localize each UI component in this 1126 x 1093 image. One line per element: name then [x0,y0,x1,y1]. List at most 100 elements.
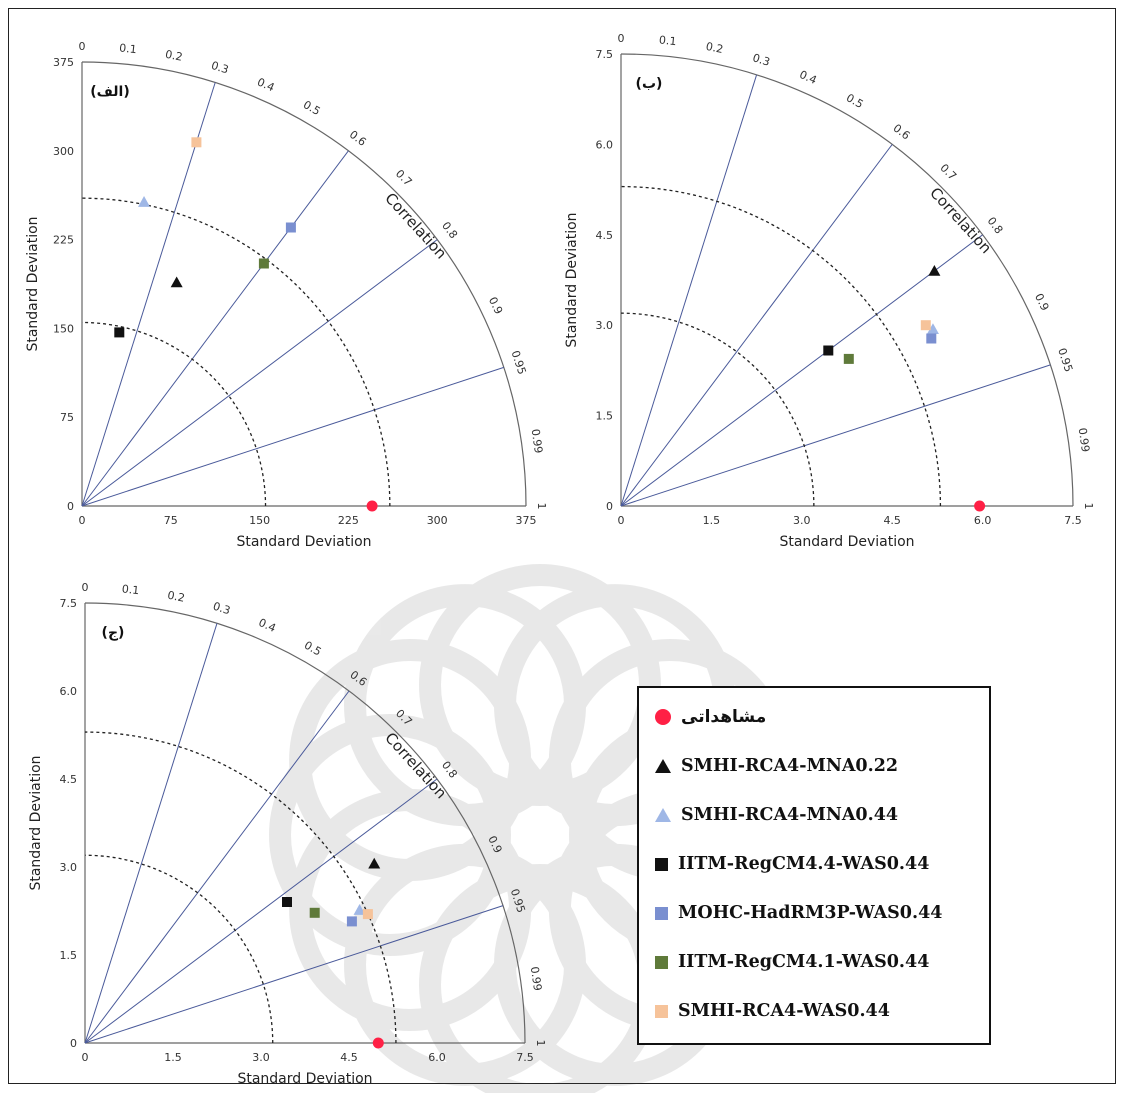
std-arc [81,197,391,507]
point-observed [372,1037,384,1049]
std-arc [84,731,397,1044]
correlation-tick-label: 0.4 [255,75,276,94]
correlation-tick-label: 0.2 [705,40,725,56]
point-IITM-RegCM4.1-WAS0.44 [258,258,269,269]
square-marker-icon [655,1004,668,1018]
correlation-tick-label: 0.7 [937,161,959,183]
legend-label: IITM-RegCM4.1-WAS0.44 [678,952,930,972]
correlation-tick-label: 0.3 [211,600,232,618]
x-tick-label: 6.0 [428,1051,446,1064]
correlation-tick-label: 0 [82,581,89,594]
correlation-line [84,690,350,1044]
y-tick-label: 7.5 [60,597,78,610]
correlation-tick-label: 0.1 [658,33,677,48]
correlation-line [620,144,893,507]
correlation-axis-label: Correlation [926,184,995,257]
x-tick-label: 0 [618,514,625,527]
panel-label: (ب) [636,76,663,92]
x-axis-title: Standard Deviation [779,534,914,550]
point-observed [366,500,378,512]
correlation-tick-label: 1 [1082,503,1095,510]
point-SMHI-RCA4-MNA0.44 [926,323,939,334]
correlation-tick-label: 0 [79,40,86,53]
correlation-line [81,82,216,507]
x-tick-label: 1.5 [164,1051,182,1064]
correlation-tick-label: 0.3 [751,51,772,69]
legend-item: IITM-RegCM4.1-WAS0.44 [655,947,929,977]
legend-label: MOHC-HadRM3P-WAS0.44 [678,903,943,923]
y-tick-label: 1.5 [60,949,78,962]
circle-marker-icon [655,709,671,725]
x-tick-label: 75 [164,514,178,527]
x-tick-label: 6.0 [974,514,992,527]
correlation-line [84,623,218,1044]
point-SMHI-RCA4-WAS0.44 [191,137,202,148]
point-IITM-RegCM4.1-WAS0.44 [309,907,320,918]
y-tick-label: 0 [67,500,74,513]
y-tick-label: 225 [53,234,74,247]
x-axis-title: Standard Deviation [236,534,371,550]
square-marker-icon [655,857,668,871]
outer-arc [84,602,526,1044]
point-MOHC-HadRM3P-WAS0.44 [926,333,937,344]
figure-frame [8,8,1116,1084]
y-tick-label: 3.0 [60,861,78,874]
x-tick-label: 4.5 [883,514,901,527]
point-SMHI-RCA4-MNA0.44 [353,904,366,915]
y-tick-label: 3.0 [596,319,614,332]
legend-item: SMHI-RCA4-MNA0.44 [655,800,898,830]
correlation-tick-label: 0.95 [1055,346,1075,373]
x-tick-label: 375 [516,514,537,527]
correlation-line [84,905,504,1044]
y-tick-label: 6.0 [596,138,614,151]
square-marker-icon [655,906,668,920]
ornament-ring [344,843,586,1086]
x-tick-label: 150 [249,514,270,527]
correlation-tick-label: 0.4 [257,616,278,635]
correlation-line [620,364,1051,507]
correlation-tick-label: 1 [534,1040,547,1047]
x-tick-label: 3.0 [793,514,811,527]
correlation-tick-label: 0.8 [439,219,460,241]
correlation-line [620,74,758,507]
correlation-tick-label: 1 [535,503,548,510]
correlation-tick-label: 0.1 [119,41,138,56]
panel-label: (ج) [102,625,125,641]
correlation-tick-label: 0.9 [1032,291,1051,312]
y-axis-title: Standard Deviation [28,755,44,890]
x-tick-label: 7.5 [516,1051,534,1064]
square-marker-icon [655,955,668,969]
point-SMHI-RCA4-MNA0.22 [368,857,381,869]
point-IITM-RegCM4.4-WAS0.44 [823,345,834,356]
std-arc [620,312,815,507]
correlation-tick-label: 0.5 [302,639,324,659]
ornament-ring [344,584,586,827]
correlation-tick-label: 0.5 [301,98,323,118]
correlation-tick-label: 0.5 [844,91,866,111]
outer-arc [81,61,527,507]
point-MOHC-HadRM3P-WAS0.44 [346,916,357,927]
y-tick-label: 6.0 [60,685,78,698]
point-SMHI-RCA4-WAS0.44 [920,320,931,331]
outer-arc [620,53,1074,507]
point-IITM-RegCM4.4-WAS0.44 [282,897,292,907]
correlation-tick-label: 0.99 [529,428,545,454]
legend-item: MOHC-HadRM3P-WAS0.44 [655,898,942,928]
x-tick-label: 0 [82,1051,89,1064]
correlation-tick-label: 0.2 [166,589,186,605]
taylor-panel-2: 001.51.53.03.04.54.56.06.07.57.50 0.1 0.20… [564,32,1095,550]
ornament-ring [289,639,532,881]
legend-label: IITM-RegCM4.4-WAS0.44 [678,854,930,874]
point-MOHC-HadRM3P-WAS0.44 [285,222,296,233]
correlation-line [81,366,504,507]
y-axis-title: Standard Deviation [25,216,41,351]
ornament-ring [269,714,511,956]
std-arc [84,854,274,1044]
legend: مشاهداتی SMHI-RCA4-MNA0.22 SMHI-RCA4-MNA0.… [637,686,991,1045]
correlation-tick-label: 0 [618,32,625,45]
legend-item: مشاهداتی [655,702,766,732]
std-arc [81,321,267,507]
y-tick-label: 4.5 [596,229,614,242]
